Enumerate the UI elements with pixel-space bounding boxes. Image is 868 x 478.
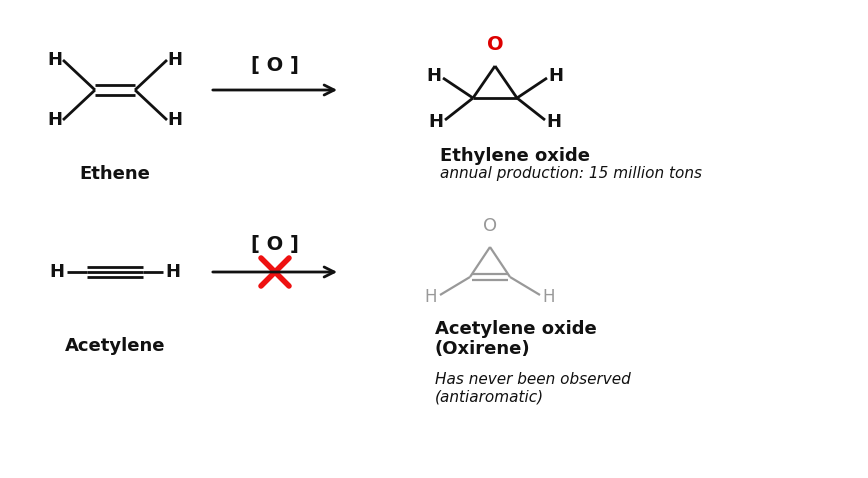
Text: H: H [168, 51, 182, 69]
Text: (antiaromatic): (antiaromatic) [435, 390, 544, 405]
Text: H: H [426, 67, 442, 85]
Text: H: H [549, 67, 563, 85]
Text: H: H [424, 288, 437, 306]
Text: Acetylene oxide: Acetylene oxide [435, 320, 597, 338]
Text: [ O ]: [ O ] [251, 235, 299, 254]
Text: [ O ]: [ O ] [251, 56, 299, 75]
Text: O: O [483, 217, 497, 235]
Text: H: H [429, 113, 444, 131]
Text: H: H [49, 263, 64, 281]
Text: (Oxirene): (Oxirene) [435, 340, 530, 358]
Text: annual production: 15 million tons: annual production: 15 million tons [440, 166, 702, 181]
Text: O: O [487, 35, 503, 54]
Text: H: H [168, 111, 182, 129]
Text: H: H [542, 288, 556, 306]
Text: H: H [547, 113, 562, 131]
Text: Acetylene: Acetylene [65, 337, 165, 355]
Text: Has never been observed: Has never been observed [435, 372, 631, 387]
Text: H: H [48, 111, 62, 129]
Text: Ethene: Ethene [80, 165, 150, 183]
Text: H: H [48, 51, 62, 69]
Text: H: H [166, 263, 181, 281]
Text: Ethylene oxide: Ethylene oxide [440, 147, 590, 165]
